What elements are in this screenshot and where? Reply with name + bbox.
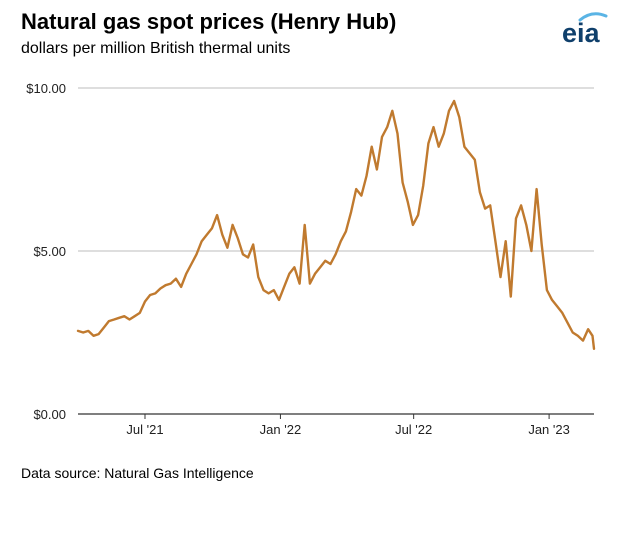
eia-logo-text: eia [562,18,600,48]
x-tick-label: Jul '22 [395,422,432,437]
y-tick-label: $10.00 [26,81,66,96]
price-line-chart: $0.00 $5.00 $10.00 Jul '21 Jan '22 Jul '22 Ja… [26,81,596,437]
chart-title: Natural gas spot prices (Henry Hub) [21,9,397,34]
eia-logo-icon: eia [560,8,612,48]
eia-logo-arc [578,12,608,22]
x-tick-label: Jan '22 [260,422,302,437]
x-tick-label: Jul '21 [126,422,163,437]
data-source-note: Data source: Natural Gas Intelligence [21,465,254,481]
x-axis: Jul '21 Jan '22 Jul '22 Jan '23 [78,413,594,437]
chart-subtitle: dollars per million British thermal unit… [21,40,291,57]
series-group [76,99,596,350]
y-tick-label: $0.00 [33,407,66,422]
y-axis-tick-labels: $0.00 $5.00 $10.00 [26,81,66,422]
price-series-line [76,99,596,350]
y-tick-label: $5.00 [33,244,66,259]
x-tick-label: Jan '23 [528,422,570,437]
